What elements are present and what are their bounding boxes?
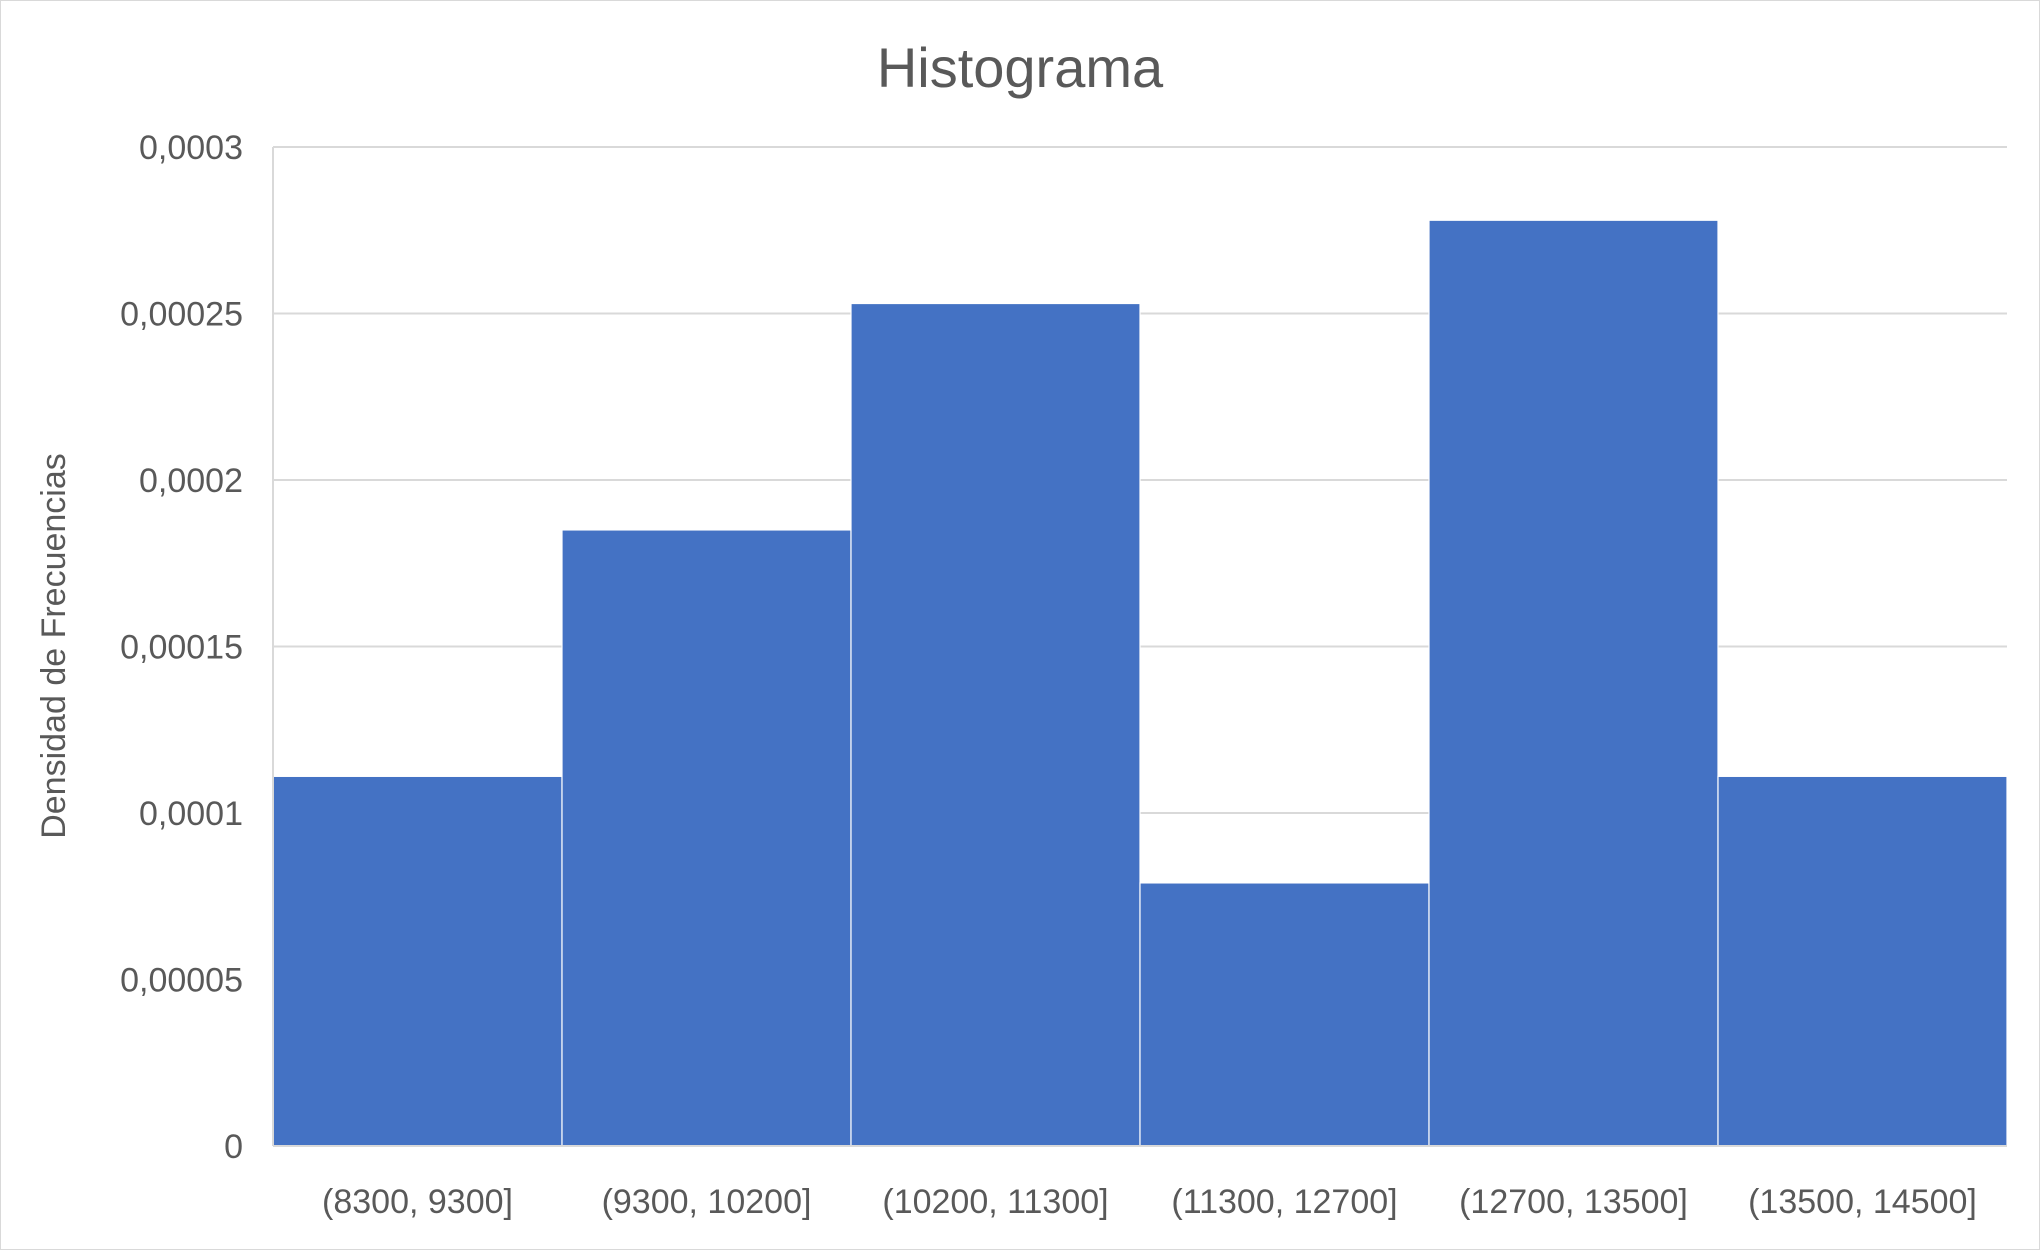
bar [1717,775,2008,1147]
bar [1139,882,1430,1147]
x-tick-label: (11300, 12700] [1171,1183,1397,1221]
x-tick-label: (13500, 14500] [1748,1183,1977,1221]
x-tick-label: (9300, 10200] [602,1183,812,1221]
y-tick-label: 0,00005 [120,962,243,1000]
bar [1428,219,1719,1147]
bar [272,775,563,1147]
x-tick-label: (12700, 13500] [1459,1183,1688,1221]
y-tick-label: 0,00025 [120,296,243,334]
y-tick-labels: 0 0,00005 0,0001 0,00015 0,0002 0,00025 0,0003 [120,129,243,1166]
y-tick-label: 0,0002 [139,462,243,500]
axes [272,147,2007,1147]
y-tick-label: 0 [224,1128,243,1166]
x-tick-label: (8300, 9300] [322,1183,513,1221]
x-tick-label: (10200, 11300] [882,1183,1108,1221]
bars [272,219,2008,1147]
y-axis-title: Densidad de Frecuencias [35,453,73,839]
chart-title: Histograma [877,36,1164,99]
y-tick-label: 0,0001 [139,795,243,833]
bar [850,302,1141,1147]
x-tick-labels: (8300, 9300] (9300, 10200] (10200, 11300] (… [322,1183,1977,1221]
bar [561,529,852,1147]
y-tick-label: 0,0003 [139,129,243,167]
y-tick-label: 0,00015 [120,629,243,667]
